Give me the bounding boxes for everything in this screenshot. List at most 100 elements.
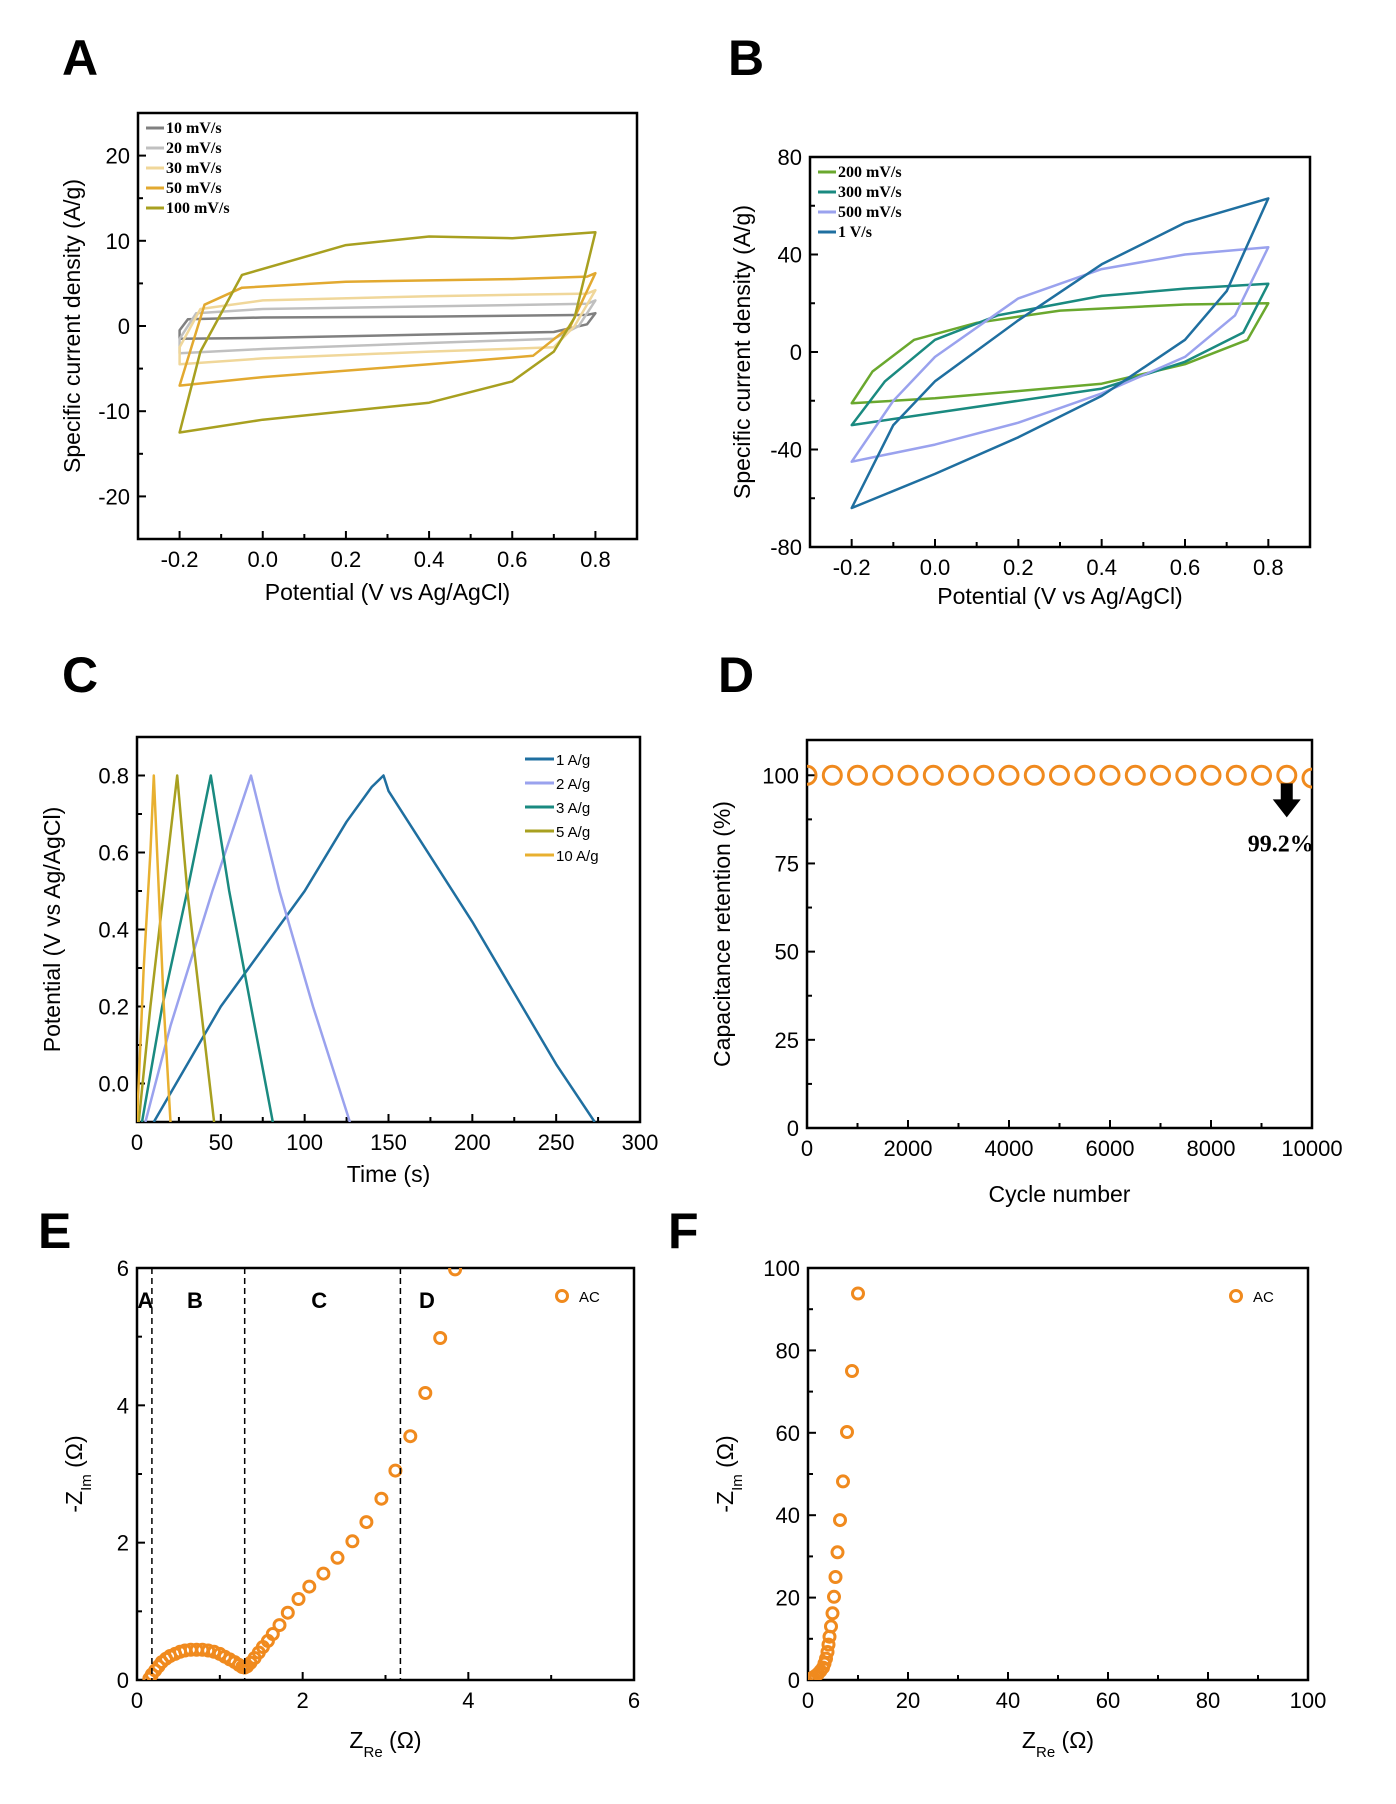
x-tick-label: 0.8 bbox=[1253, 555, 1284, 580]
y-tick-label: 50 bbox=[775, 940, 799, 965]
x-tick-label: 60 bbox=[1096, 1688, 1120, 1713]
y-axis-title-main: -Z bbox=[61, 1491, 87, 1513]
data-point bbox=[998, 764, 1020, 786]
y-tick-label: -20 bbox=[98, 484, 130, 509]
legend: 1 A/g 2 A/g 3 A/g 5 A/g 10 A/g bbox=[525, 752, 599, 865]
y-tick-label: 10 bbox=[106, 229, 130, 254]
y-tick-label: 0 bbox=[788, 1668, 800, 1693]
y-axis-title-main: -Z bbox=[712, 1491, 738, 1513]
y-tick-label: 0 bbox=[118, 314, 130, 339]
x-tick-label: 0.8 bbox=[580, 547, 611, 572]
plot-frame bbox=[805, 738, 1314, 1130]
x-axis-title: ZRe (Ω) bbox=[1022, 1727, 1094, 1761]
x-tick-label: 0 bbox=[131, 1130, 143, 1155]
y-tick-label: 0.0 bbox=[98, 1072, 129, 1097]
y-axis-title-unit: (Ω) bbox=[61, 1435, 87, 1474]
cv-curve-30-mv-s bbox=[178, 288, 597, 366]
plot-area bbox=[808, 1286, 865, 1680]
legend-marker bbox=[555, 1289, 569, 1303]
x-tick-label: 20 bbox=[896, 1688, 920, 1713]
gcd-curve-2-a-g bbox=[144, 774, 352, 1122]
y-tick-label: 6 bbox=[117, 1256, 129, 1281]
plot-frame bbox=[806, 1266, 1310, 1682]
data-point bbox=[819, 1651, 833, 1666]
x-tick-label: -0.2 bbox=[833, 555, 871, 580]
y-tick-label: 75 bbox=[775, 851, 799, 876]
x-tick-label: 6000 bbox=[1086, 1136, 1135, 1161]
annotation-label: 99.2% bbox=[1248, 831, 1314, 857]
x-tick-label: 0.6 bbox=[497, 547, 528, 572]
gcd-curve-3-a-g bbox=[140, 774, 275, 1122]
data-point bbox=[302, 1579, 317, 1594]
y-tick-label: -10 bbox=[98, 399, 130, 424]
legend-label: 3 A/g bbox=[556, 800, 590, 817]
x-tick-label: 10000 bbox=[1281, 1136, 1342, 1161]
y-tick-label: 25 bbox=[775, 1028, 799, 1053]
y-axis-title: Potential (V vs Ag/AgCl) bbox=[39, 807, 65, 1052]
y-tick-label: 100 bbox=[763, 1256, 800, 1281]
x-axis-title-main: Z bbox=[349, 1727, 363, 1753]
data-point bbox=[291, 1592, 306, 1606]
legend-label: 20 mV/s bbox=[166, 140, 222, 157]
x-tick-label: 150 bbox=[370, 1130, 407, 1155]
x-tick-label: 0.4 bbox=[1086, 555, 1117, 580]
data-point bbox=[973, 764, 995, 786]
data-point bbox=[820, 1645, 835, 1659]
legend-label: 200 mV/s bbox=[838, 164, 902, 181]
plot-area bbox=[850, 197, 1270, 510]
legend-label: 10 mV/s bbox=[166, 120, 222, 137]
data-point bbox=[374, 1491, 389, 1506]
gcd-curve-1-a-g bbox=[152, 774, 596, 1122]
y-tick-label: 4 bbox=[117, 1393, 129, 1418]
data-point bbox=[821, 1637, 836, 1652]
panel-b: B -0.2 0.0 0.2 0.4 0.6 0.8 -80 -40 0 40 80 Potential… bbox=[728, 30, 1312, 609]
legend: AC bbox=[555, 1289, 600, 1306]
x-axis-title: Potential (V vs Ag/AgCl) bbox=[937, 583, 1182, 609]
x-axis-title: Cycle number bbox=[989, 1181, 1131, 1207]
y-tick-label: 20 bbox=[776, 1586, 800, 1611]
plot-area bbox=[807, 764, 1312, 789]
legend: 10 mV/s 20 mV/s 30 mV/s 50 mV/s 100 mV/s bbox=[146, 120, 230, 217]
x-tick-label: 2000 bbox=[884, 1136, 933, 1161]
cv-curve-50-mv-s bbox=[178, 271, 597, 387]
y-axis-title: Specific current density (A/g) bbox=[59, 179, 85, 473]
arrow-down-icon bbox=[1272, 783, 1301, 818]
data-point bbox=[821, 764, 843, 786]
y-tick-label: 0 bbox=[787, 1116, 799, 1141]
cv-curve-500-mv-s bbox=[850, 245, 1270, 463]
data-point bbox=[265, 1627, 280, 1641]
y-tick-label: 40 bbox=[778, 243, 802, 268]
x-axis-title-sub: Re bbox=[1036, 1744, 1055, 1761]
x-tick-label: 0.2 bbox=[331, 547, 362, 572]
y-axis-title: -ZIm (Ω) bbox=[712, 1435, 746, 1512]
y-tick-label: 0.8 bbox=[98, 764, 129, 789]
data-point bbox=[830, 1545, 845, 1560]
cv-curve-300-mv-s bbox=[850, 282, 1270, 427]
y-axis-title-sub: Im bbox=[729, 1474, 746, 1491]
x-tick-label: 100 bbox=[1290, 1688, 1327, 1713]
x-axis-title-sub: Re bbox=[363, 1744, 382, 1761]
data-point bbox=[1099, 764, 1121, 786]
data-point bbox=[807, 764, 818, 786]
y-axis-title: -ZIm (Ω) bbox=[61, 1435, 95, 1512]
data-point bbox=[840, 1425, 854, 1439]
x-axis-title: ZRe (Ω) bbox=[349, 1727, 421, 1761]
data-point bbox=[345, 1534, 360, 1549]
y-axis-title: Capacitance retention (%) bbox=[709, 801, 735, 1067]
y-tick-label: 2 bbox=[117, 1531, 129, 1556]
legend-label: AC bbox=[1253, 1289, 1274, 1306]
legend-label: 300 mV/s bbox=[838, 184, 902, 201]
x-axis-title-unit: (Ω) bbox=[383, 1727, 422, 1753]
legend-label: 2 A/g bbox=[556, 776, 590, 793]
legend-label: 30 mV/s bbox=[166, 160, 222, 177]
x-tick-label: 4 bbox=[462, 1688, 474, 1713]
x-tick-label: 300 bbox=[622, 1130, 659, 1155]
legend-label: 5 A/g bbox=[556, 824, 590, 841]
data-point bbox=[1150, 764, 1171, 786]
y-tick-label: 0 bbox=[117, 1668, 129, 1693]
y-tick-label: 0.2 bbox=[98, 995, 129, 1020]
data-point bbox=[433, 1331, 448, 1345]
data-point bbox=[1175, 764, 1197, 786]
data-point bbox=[1074, 764, 1096, 786]
